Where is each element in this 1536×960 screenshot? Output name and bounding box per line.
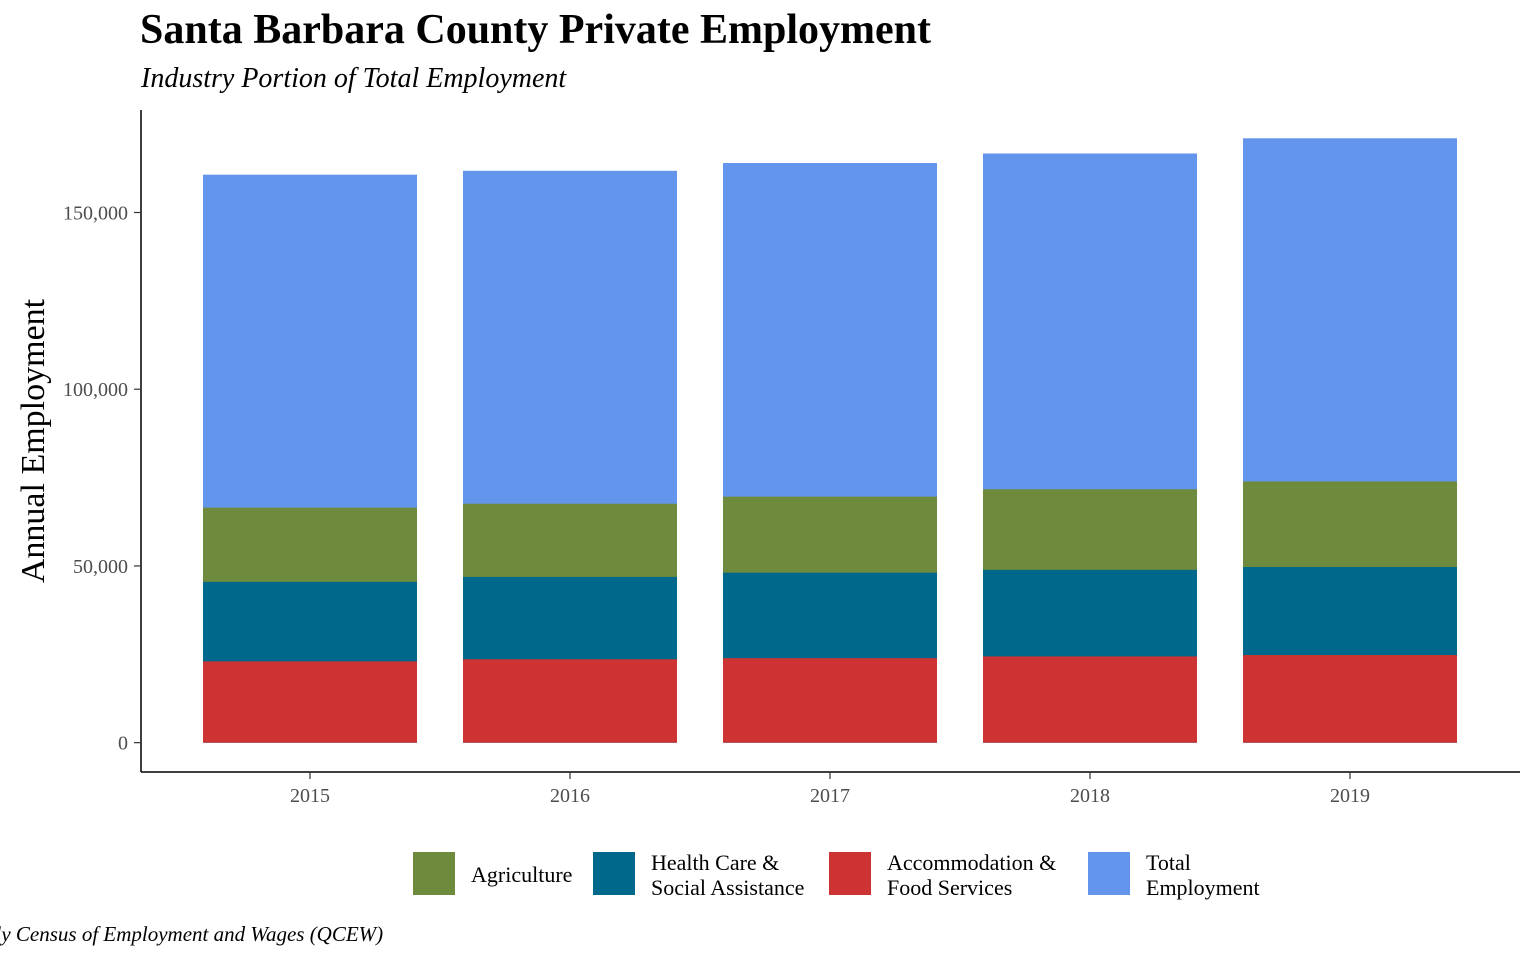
y-tick-label: 0: [118, 733, 128, 755]
legend-label: Health Care &: [651, 850, 780, 875]
y-tick-label: 150,000: [63, 202, 128, 224]
legend-key-swatch: [829, 852, 871, 895]
legend: Agriculture Health Care & Social Assistanc…: [0, 850, 1536, 910]
x-tick-label: 2019: [1330, 785, 1370, 807]
x-tick-label: 2018: [1070, 785, 1110, 807]
y-axis-title: Annual Employment: [15, 298, 52, 583]
legend-label: Employment: [1146, 875, 1260, 900]
bar-accommodation-food-services-2018: [983, 656, 1197, 743]
y-tick-label: 50,000: [73, 556, 128, 578]
chart-subtitle: Industry Portion of Total Employment: [141, 63, 567, 94]
bar-accommodation-food-services-2016: [463, 659, 677, 743]
legend-label: Social Assistance: [651, 875, 805, 900]
bars-group: [203, 138, 1457, 743]
legend-key-swatch: [593, 852, 635, 895]
legend-label: Food Services: [887, 875, 1013, 900]
x-tick-label: 2015: [290, 785, 330, 807]
chart-title: Santa Barbara County Private Employment: [140, 7, 931, 53]
legend-label: Total: [1146, 850, 1191, 875]
x-tick-label: 2017: [810, 785, 850, 807]
legend-label: Accommodation &: [887, 850, 1057, 875]
y-tick-label: 100,000: [63, 379, 128, 401]
x-axis: 2015 2016 2017 2018 2019: [290, 772, 1370, 807]
legend-label: Agriculture: [471, 862, 573, 887]
bar-accommodation-food-services-2019: [1243, 655, 1457, 743]
x-tick-label: 2016: [550, 785, 590, 807]
y-axis: 0 50,000 100,000 150,000: [63, 202, 141, 755]
legend-key-swatch: [1088, 852, 1130, 895]
bar-accommodation-food-services-2017: [723, 658, 937, 743]
legend-key-swatch: [413, 852, 455, 895]
bar-accommodation-food-services-2015: [203, 661, 417, 743]
chart-caption: rterly Census of Employment and Wages (Q…: [0, 922, 384, 946]
